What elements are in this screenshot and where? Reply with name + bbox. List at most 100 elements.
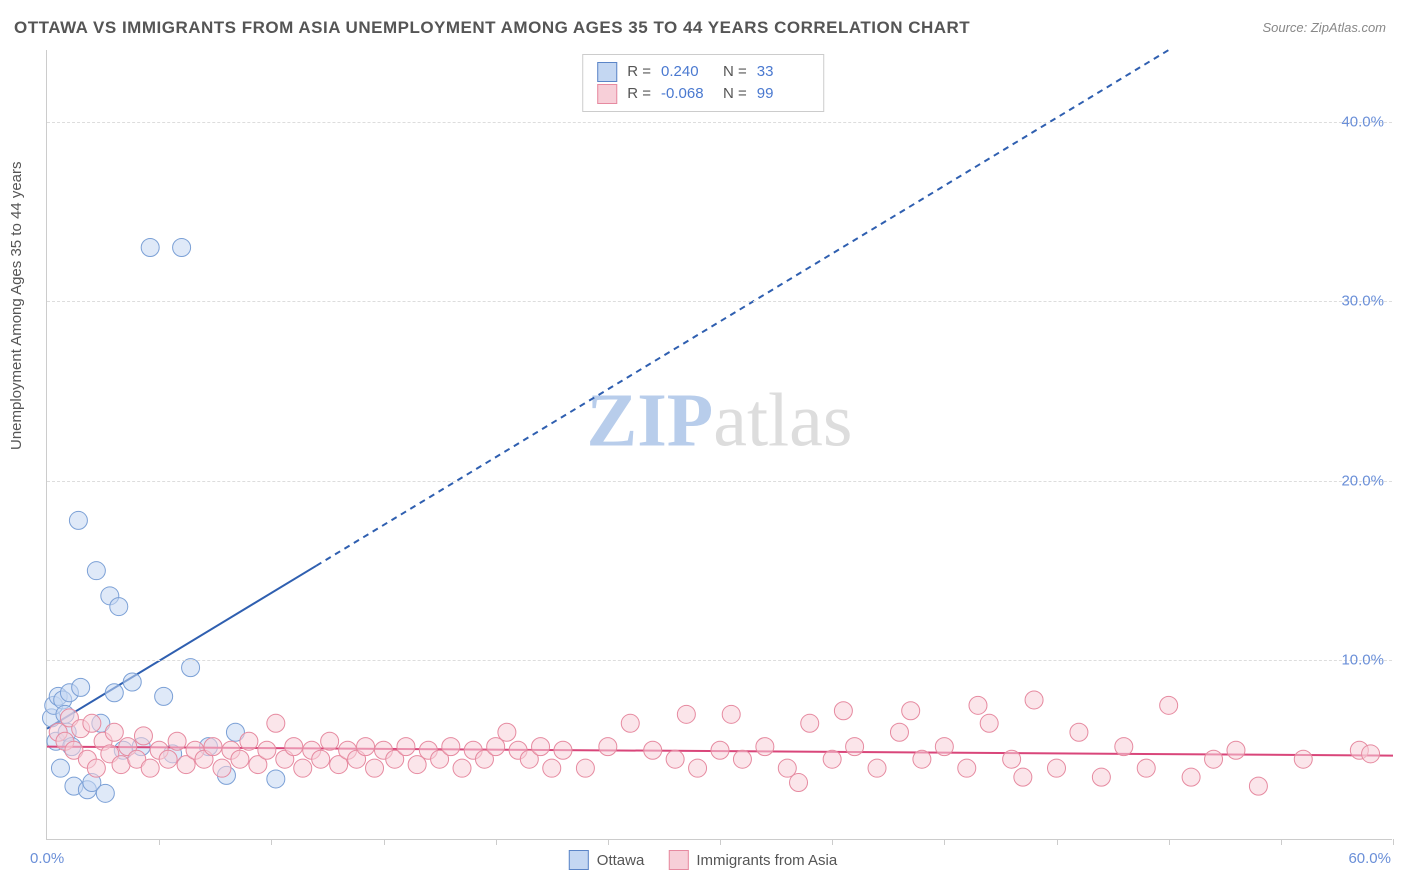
gridline	[47, 301, 1392, 302]
data-point	[87, 562, 105, 580]
x-tick	[720, 839, 721, 845]
gridline	[47, 660, 1392, 661]
data-point	[689, 759, 707, 777]
x-tick	[1169, 839, 1170, 845]
data-point	[258, 741, 276, 759]
legend-swatch	[569, 850, 589, 870]
data-point	[801, 714, 819, 732]
data-point	[532, 738, 550, 756]
data-point	[846, 738, 864, 756]
data-point	[1137, 759, 1155, 777]
data-point	[576, 759, 594, 777]
data-point	[173, 239, 191, 257]
data-point	[868, 759, 886, 777]
data-point	[231, 750, 249, 768]
data-point	[204, 738, 222, 756]
data-point	[902, 702, 920, 720]
x-axis-max-label: 60.0%	[1348, 850, 1391, 867]
data-point	[790, 774, 808, 792]
gridline	[47, 122, 1392, 123]
data-point	[935, 738, 953, 756]
x-tick	[384, 839, 385, 845]
data-point	[155, 687, 173, 705]
data-point	[51, 759, 69, 777]
data-point	[666, 750, 684, 768]
data-point	[267, 770, 285, 788]
data-point	[366, 759, 384, 777]
data-point	[312, 750, 330, 768]
x-tick	[1057, 839, 1058, 845]
data-point	[913, 750, 931, 768]
data-point	[213, 759, 231, 777]
data-point	[1160, 696, 1178, 714]
stat-value-r: -0.068	[661, 83, 713, 105]
stat-label-n: N =	[723, 83, 747, 105]
x-tick	[944, 839, 945, 845]
data-point	[397, 738, 415, 756]
x-tick	[271, 839, 272, 845]
data-point	[87, 759, 105, 777]
data-point	[159, 750, 177, 768]
data-point	[105, 723, 123, 741]
data-point	[69, 511, 87, 529]
stat-label-r: R =	[627, 61, 651, 83]
x-tick	[1393, 839, 1394, 845]
data-point	[285, 738, 303, 756]
y-tick-label: 20.0%	[1341, 472, 1384, 489]
data-point	[110, 598, 128, 616]
data-point	[834, 702, 852, 720]
data-point	[168, 732, 186, 750]
stats-legend-row: R =0.240N =33	[597, 61, 809, 83]
trend-line-dashed	[316, 50, 1168, 566]
data-point	[294, 759, 312, 777]
data-point	[1362, 745, 1380, 763]
series-legend: OttawaImmigrants from Asia	[569, 850, 837, 870]
data-point	[644, 741, 662, 759]
data-point	[134, 727, 152, 745]
y-tick-label: 10.0%	[1341, 652, 1384, 669]
x-tick	[159, 839, 160, 845]
plot-svg	[47, 50, 1392, 839]
trend-line-solid	[47, 566, 316, 729]
plot-area: ZIPatlas 10.0%20.0%30.0%40.0%	[46, 50, 1392, 840]
data-point	[123, 673, 141, 691]
legend-swatch	[597, 62, 617, 82]
data-point	[1025, 691, 1043, 709]
data-point	[1227, 741, 1245, 759]
data-point	[321, 732, 339, 750]
data-point	[267, 714, 285, 732]
chart-title: OTTAWA VS IMMIGRANTS FROM ASIA UNEMPLOYM…	[14, 18, 970, 38]
x-tick	[496, 839, 497, 845]
data-point	[442, 738, 460, 756]
data-point	[890, 723, 908, 741]
legend-swatch	[597, 84, 617, 104]
data-point	[453, 759, 471, 777]
data-point	[677, 705, 695, 723]
y-tick-label: 30.0%	[1341, 293, 1384, 310]
data-point	[722, 705, 740, 723]
data-point	[1294, 750, 1312, 768]
y-axis-label: Unemployment Among Ages 35 to 44 years	[8, 161, 25, 450]
data-point	[141, 759, 159, 777]
stats-legend: R =0.240N =33R =-0.068N =99	[582, 54, 824, 112]
data-point	[1249, 777, 1267, 795]
data-point	[1070, 723, 1088, 741]
data-point	[733, 750, 751, 768]
x-tick	[832, 839, 833, 845]
data-point	[554, 741, 572, 759]
data-point	[1003, 750, 1021, 768]
data-point	[83, 714, 101, 732]
legend-swatch	[668, 850, 688, 870]
stat-value-n: 33	[757, 61, 809, 83]
data-point	[1182, 768, 1200, 786]
data-point	[969, 696, 987, 714]
data-point	[711, 741, 729, 759]
data-point	[105, 684, 123, 702]
legend-item: Ottawa	[569, 850, 645, 870]
data-point	[1115, 738, 1133, 756]
stat-value-n: 99	[757, 83, 809, 105]
data-point	[823, 750, 841, 768]
data-point	[980, 714, 998, 732]
stat-label-n: N =	[723, 61, 747, 83]
data-point	[96, 784, 114, 802]
